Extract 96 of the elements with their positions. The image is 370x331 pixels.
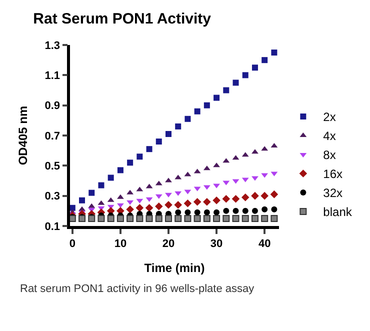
point xyxy=(108,174,114,181)
point xyxy=(232,80,239,86)
point xyxy=(126,206,134,214)
point xyxy=(262,57,268,64)
point xyxy=(252,64,258,71)
legend-label: 8x xyxy=(323,148,336,162)
point xyxy=(136,154,143,160)
legend-label: 2x xyxy=(323,110,336,124)
x-tick-label: 0 xyxy=(69,238,76,250)
x-axis-title: Time (min) xyxy=(144,260,205,275)
point xyxy=(136,204,144,212)
point xyxy=(212,196,220,204)
point xyxy=(184,199,192,208)
y-tick-label: 0.3 xyxy=(44,190,60,203)
point xyxy=(242,208,248,214)
x-tick-label: 10 xyxy=(114,238,127,250)
point xyxy=(194,214,201,222)
point xyxy=(232,208,239,214)
point xyxy=(204,209,210,216)
point xyxy=(156,138,162,145)
point xyxy=(175,209,182,216)
point xyxy=(232,194,240,203)
point xyxy=(223,208,230,214)
legend-label: 4x xyxy=(323,129,336,144)
y-tick-label: 1.1 xyxy=(44,70,60,82)
point xyxy=(203,214,210,222)
point xyxy=(222,194,230,203)
point xyxy=(146,146,152,152)
point xyxy=(164,214,172,222)
x-tick-label: 20 xyxy=(162,238,175,250)
point xyxy=(78,206,86,211)
point xyxy=(232,214,240,222)
point xyxy=(271,50,278,56)
legend-label: 32x xyxy=(323,186,343,200)
point xyxy=(252,176,258,181)
point xyxy=(251,214,258,222)
point xyxy=(79,197,86,204)
point xyxy=(88,190,95,196)
point xyxy=(98,214,105,222)
point xyxy=(116,214,124,222)
x-tick-label: 40 xyxy=(258,238,271,250)
point xyxy=(165,178,172,182)
point xyxy=(252,208,258,214)
legend-label: 16x xyxy=(323,167,343,182)
point xyxy=(241,193,250,202)
y-tick-label: 0.1 xyxy=(44,220,60,233)
point xyxy=(242,214,249,222)
point xyxy=(127,160,134,166)
point xyxy=(242,72,248,78)
point xyxy=(214,94,220,101)
point xyxy=(154,202,163,210)
point xyxy=(252,149,258,154)
point xyxy=(261,214,268,222)
point xyxy=(251,192,259,200)
point xyxy=(184,209,191,216)
point xyxy=(213,184,220,188)
point xyxy=(155,214,162,222)
point xyxy=(260,192,268,200)
point xyxy=(117,167,124,174)
point xyxy=(146,214,153,222)
point xyxy=(271,206,278,212)
point xyxy=(213,162,220,168)
point xyxy=(222,214,230,222)
legend-label: blank xyxy=(323,205,353,220)
point xyxy=(164,200,172,209)
point xyxy=(194,209,200,216)
point xyxy=(213,214,220,222)
x-tick-label: 30 xyxy=(210,238,223,250)
text: Rat serum PON1 activity in 96 wells-plate assay xyxy=(20,283,255,295)
y-tick-label: 0.7 xyxy=(44,130,60,142)
point xyxy=(98,182,104,188)
chart-title: Rat Serum PON1 Activity xyxy=(33,10,212,28)
point xyxy=(107,214,114,222)
point xyxy=(223,87,230,94)
point xyxy=(262,206,268,212)
point xyxy=(203,198,211,206)
point xyxy=(270,214,278,222)
point xyxy=(193,198,202,206)
point xyxy=(145,204,154,212)
point xyxy=(126,214,134,222)
point xyxy=(270,190,278,198)
point xyxy=(204,102,210,108)
point xyxy=(165,130,172,137)
point xyxy=(136,214,144,222)
point xyxy=(175,123,182,130)
y-axis-title: OD405 nm xyxy=(16,106,30,166)
y-tick-label: 0.5 xyxy=(44,160,60,173)
y-tick-label: 1.3 xyxy=(44,40,60,52)
point xyxy=(174,200,182,209)
point xyxy=(184,116,191,122)
y-tick-label: 0.9 xyxy=(44,100,60,112)
point xyxy=(184,214,192,222)
point xyxy=(194,108,200,114)
point xyxy=(165,192,172,198)
point xyxy=(174,214,182,222)
point xyxy=(214,209,220,216)
